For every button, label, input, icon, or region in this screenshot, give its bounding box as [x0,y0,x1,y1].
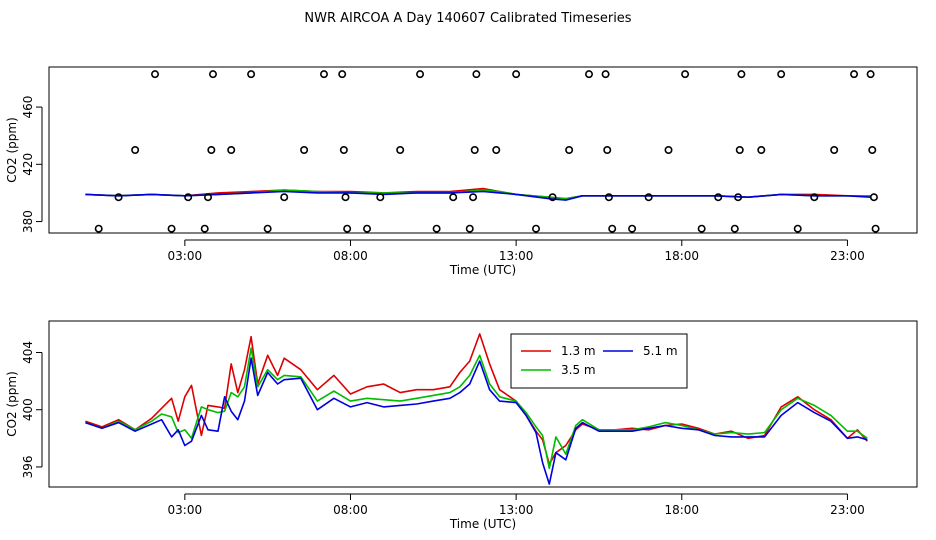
data-point [94,224,103,233]
data-point [830,146,839,155]
y-tick-label: 380 [21,210,35,233]
data-point [208,70,217,79]
data-point [449,193,458,202]
data-point [363,224,372,233]
data-point [470,146,479,155]
data-point [339,146,348,155]
data-point [604,193,613,202]
data-point [114,193,123,202]
series-line [85,347,868,470]
data-point [810,193,819,202]
data-point [793,224,802,233]
data-point [338,70,347,79]
data-point [714,193,723,202]
y-tick-label: 460 [21,96,35,119]
data-point [730,224,739,233]
data-point [532,224,541,233]
bottom-panel: 03:00 08:00 13:00 18:00 23:00 Time (UTC) 396 40… [5,320,918,531]
top-panel: 03:00 08:00 13:00 18:00 23:00 Time (UTC) 380 42… [5,66,918,277]
x-tick-label: 13:00 [499,503,534,517]
data-point [664,146,673,155]
data-point [548,193,557,202]
legend-label: 1.3 m [561,344,596,358]
x-tick-label: 08:00 [333,249,368,263]
data-point [644,193,653,202]
data-point [472,70,481,79]
data-point [416,70,425,79]
data-point [167,224,176,233]
data-point [681,70,690,79]
data-point [871,224,880,233]
series-line [85,333,868,465]
data-point [341,193,350,202]
data-point [777,70,786,79]
legend-label: 3.5 m [561,363,596,377]
legend-box [510,333,688,389]
y-tick-label: 396 [21,456,35,479]
legend-label: 5.1 m [643,344,678,358]
x-tick-label: 13:00 [499,249,534,263]
data-point [131,146,140,155]
x-tick-label: 03:00 [168,503,203,517]
data-point [697,224,706,233]
data-point [492,146,501,155]
plot-frame [48,66,918,234]
data-point [603,146,612,155]
data-point [869,193,878,202]
data-point [565,146,574,155]
x-tick-label: 23:00 [830,503,865,517]
data-point [465,224,474,233]
data-point [247,70,256,79]
plot-frame [48,320,918,488]
data-point [263,224,272,233]
data-point [601,70,610,79]
data-point [204,193,213,202]
data-point [608,224,617,233]
data-point [280,193,289,202]
data-point [734,193,743,202]
data-point [300,146,309,155]
data-point [343,224,352,233]
y-axis-label: CO2 (ppm) [5,117,19,183]
x-tick-label: 23:00 [830,249,865,263]
x-tick-label: 18:00 [664,249,699,263]
data-point [432,224,441,233]
data-point [184,193,193,202]
data-point [850,70,859,79]
data-point [757,146,766,155]
y-tick-label: 404 [21,341,35,364]
series-line [85,357,868,485]
figure-title: NWR AIRCOA A Day 140607 Calibrated Times… [304,11,631,26]
data-point [735,146,744,155]
data-point [628,224,637,233]
data-point [866,70,875,79]
y-tick-label: 400 [21,398,35,421]
data-point [868,146,877,155]
y-tick-label: 420 [21,153,35,176]
data-point [151,70,160,79]
data-point [376,193,385,202]
data-point [319,70,328,79]
data-point [737,70,746,79]
data-point [469,193,478,202]
x-tick-label: 08:00 [333,503,368,517]
data-point [585,70,594,79]
series-line [85,190,871,201]
x-axis-label: Time (UTC) [449,263,516,277]
data-point [512,70,521,79]
data-point [396,146,405,155]
data-point [200,224,209,233]
data-point [227,146,236,155]
x-axis-label: Time (UTC) [449,517,516,531]
y-axis-label: CO2 (ppm) [5,371,19,437]
data-point [207,146,216,155]
x-tick-label: 18:00 [664,503,699,517]
x-tick-label: 03:00 [168,249,203,263]
